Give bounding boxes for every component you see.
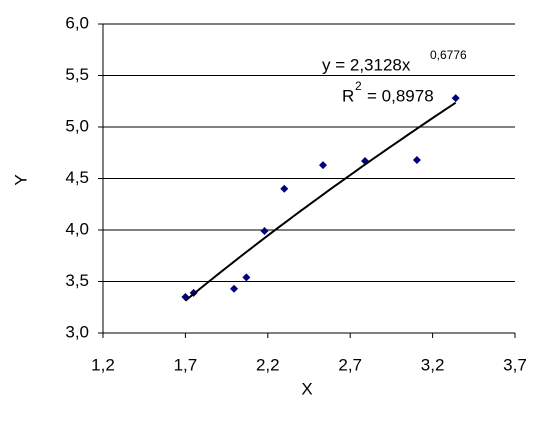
point	[412, 155, 421, 164]
x-tick-label: 2,2	[256, 355, 280, 374]
x-tick-label: 1,2	[91, 355, 115, 374]
y-tick-label: 5,0	[65, 116, 89, 135]
point	[260, 227, 269, 236]
y-tick-label: 5,5	[65, 65, 89, 84]
r2-power: 2	[355, 79, 362, 93]
trendline-exponent: 0,6776	[430, 48, 467, 62]
y-tick-label: 4,5	[65, 168, 89, 187]
x-tick-label: 3,2	[421, 355, 445, 374]
y-axis-label: Y	[11, 174, 30, 185]
x-tick-label: 2,7	[338, 355, 362, 374]
point	[280, 184, 289, 193]
r2-symbol: R	[342, 86, 354, 105]
point	[451, 94, 460, 103]
trendline-equation: y = 2,3128x	[322, 55, 411, 74]
point	[319, 161, 328, 170]
point	[242, 273, 251, 282]
point	[230, 284, 239, 293]
x-tick-label: 1,7	[174, 355, 198, 374]
x-tick-label: 3,7	[503, 355, 527, 374]
y-tick-label: 3,5	[65, 271, 89, 290]
y-tick-label: 3,0	[65, 322, 89, 341]
x-axis-label: X	[301, 379, 312, 398]
y-tick-label: 4,0	[65, 219, 89, 238]
y-tick-label: 6,0	[65, 13, 89, 32]
r2-value: = 0,8978	[367, 86, 434, 105]
trendline	[184, 101, 457, 302]
